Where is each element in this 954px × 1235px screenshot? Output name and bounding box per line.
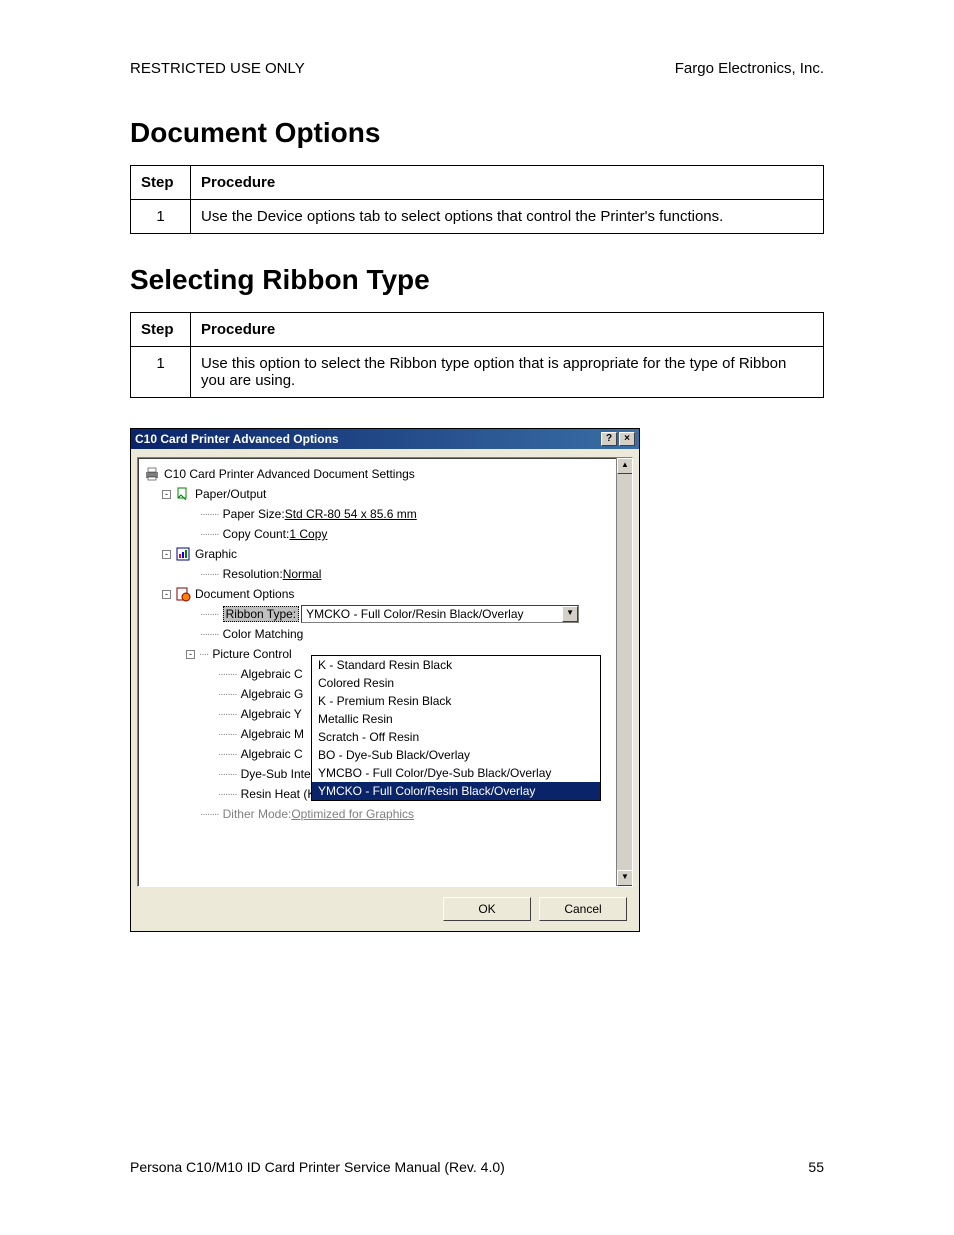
tree-line: ········ (200, 609, 219, 620)
ribbon-type-label[interactable]: Ribbon Type: (223, 606, 300, 622)
section-title-1: Document Options (130, 117, 824, 149)
col-procedure: Procedure (191, 313, 824, 347)
dialog-title: C10 Card Printer Advanced Options (135, 432, 339, 446)
dropdown-arrow-icon[interactable]: ▼ (562, 606, 578, 622)
ok-button[interactable]: OK (443, 897, 531, 921)
tree-line: ···· (199, 649, 208, 660)
dither-value: Optimized for Graphics (291, 807, 414, 821)
col-step: Step (131, 166, 191, 200)
dropdown-option[interactable]: Colored Resin (312, 674, 600, 692)
help-button[interactable]: ? (601, 432, 617, 446)
procedure-cell: Use the Device options tab to select opt… (191, 200, 824, 234)
doc-options-table: Step Procedure 1 Use the Device options … (130, 165, 824, 234)
dropdown-option[interactable]: BO - Dye-Sub Black/Overlay (312, 746, 600, 764)
dropdown-option[interactable]: Metallic Resin (312, 710, 600, 728)
algebraic-m[interactable]: Algebraic M (241, 727, 304, 741)
close-button[interactable]: × (619, 432, 635, 446)
dropdown-option-selected[interactable]: YMCKO - Full Color/Resin Black/Overlay (312, 782, 600, 800)
copy-count-value[interactable]: 1 Copy (289, 527, 327, 541)
tree-line: ········ (218, 749, 237, 760)
tree-line: ········ (200, 629, 219, 640)
tree-line: ········ (218, 709, 237, 720)
dropdown-option[interactable]: K - Standard Resin Black (312, 656, 600, 674)
ribbon-table: Step Procedure 1 Use this option to sele… (130, 312, 824, 398)
tree-line: ········ (218, 669, 237, 680)
tree-line: ········ (200, 529, 219, 540)
doc-options-icon (175, 586, 191, 602)
resolution-value[interactable]: Normal (283, 567, 322, 581)
dropdown-option[interactable]: Scratch - Off Resin (312, 728, 600, 746)
footer-page-number: 55 (808, 1159, 824, 1175)
expander-icon[interactable]: - (162, 550, 171, 559)
tree-root: C10 Card Printer Advanced Document Setti… (164, 467, 415, 481)
advanced-options-dialog: C10 Card Printer Advanced Options ? × C1… (130, 428, 640, 932)
paper-icon (175, 486, 191, 502)
copy-count-label: Copy Count: (223, 527, 290, 541)
expander-icon[interactable]: - (162, 490, 171, 499)
scroll-up-icon[interactable]: ▲ (617, 458, 633, 474)
tree-line: ········ (218, 789, 237, 800)
scrollbar[interactable]: ▲ ▼ (616, 458, 632, 886)
cancel-button[interactable]: Cancel (539, 897, 627, 921)
graphic[interactable]: Graphic (195, 547, 237, 561)
page-footer: Persona C10/M10 ID Card Printer Service … (130, 1159, 824, 1175)
section-title-2: Selecting Ribbon Type (130, 264, 824, 296)
paper-size-label: Paper Size: (223, 507, 285, 521)
step-cell: 1 (131, 200, 191, 234)
graphic-icon (175, 546, 191, 562)
expander-icon[interactable]: - (162, 590, 171, 599)
col-step: Step (131, 313, 191, 347)
dropdown-option[interactable]: YMCBO - Full Color/Dye-Sub Black/Overlay (312, 764, 600, 782)
tree-line: ········ (200, 809, 219, 820)
expander-icon[interactable]: - (186, 650, 195, 659)
settings-tree[interactable]: C10 Card Printer Advanced Document Setti… (137, 457, 633, 887)
tree-line: ········ (218, 729, 237, 740)
ribbon-selected: YMCKO - Full Color/Resin Black/Overlay (302, 607, 562, 621)
color-matching[interactable]: Color Matching (223, 627, 304, 641)
dialog-titlebar[interactable]: C10 Card Printer Advanced Options ? × (131, 429, 639, 449)
resolution-label: Resolution: (223, 567, 283, 581)
picture-controls[interactable]: Picture Control (212, 647, 291, 661)
procedure-cell: Use this option to select the Ribbon typ… (191, 347, 824, 398)
paper-size-value[interactable]: Std CR-80 54 x 85.6 mm (285, 507, 417, 521)
dither-label: Dither Mode: (223, 807, 292, 821)
col-procedure: Procedure (191, 166, 824, 200)
tree-line: ········ (200, 569, 219, 580)
algebraic-g[interactable]: Algebraic G (241, 687, 304, 701)
header-left: RESTRICTED USE ONLY (130, 60, 305, 77)
tree-line: ········ (218, 689, 237, 700)
ribbon-dropdown-list[interactable]: K - Standard Resin Black Colored Resin K… (311, 655, 601, 801)
algebraic-c2[interactable]: Algebraic C (241, 747, 303, 761)
footer-left: Persona C10/M10 ID Card Printer Service … (130, 1159, 505, 1175)
tree-line: ········ (218, 769, 237, 780)
algebraic-c[interactable]: Algebraic C (241, 667, 303, 681)
doc-options[interactable]: Document Options (195, 587, 294, 601)
page-header: RESTRICTED USE ONLY Fargo Electronics, I… (130, 60, 824, 77)
tree-line: ········ (200, 509, 219, 520)
printer-icon (144, 466, 160, 482)
ribbon-type-dropdown[interactable]: YMCKO - Full Color/Resin Black/Overlay ▼ (301, 605, 579, 623)
paper-output[interactable]: Paper/Output (195, 487, 266, 501)
dropdown-option[interactable]: K - Premium Resin Black (312, 692, 600, 710)
header-right: Fargo Electronics, Inc. (675, 60, 824, 77)
step-cell: 1 (131, 347, 191, 398)
scroll-down-icon[interactable]: ▼ (617, 870, 633, 886)
algebraic-y[interactable]: Algebraic Y (241, 707, 302, 721)
